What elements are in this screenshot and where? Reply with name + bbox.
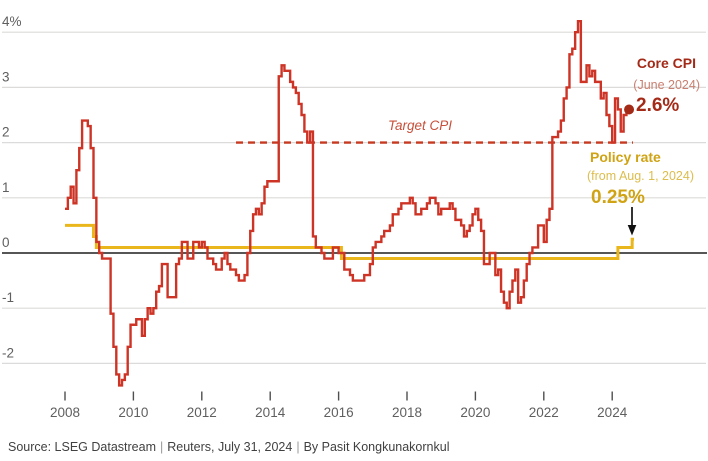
core-cpi-label: Core CPI	[636, 55, 696, 71]
x-axis-label: 2008	[50, 405, 80, 420]
y-axis-label: 2	[2, 125, 10, 140]
x-axis-label: 2012	[187, 405, 217, 420]
x-axis-label: 2022	[529, 405, 559, 420]
core-cpi-line	[65, 19, 629, 387]
y-axis-label: -1	[2, 290, 14, 305]
x-axis-label: 2010	[118, 405, 148, 420]
policy-rate-sublabel: (from Aug. 1, 2024)	[587, 169, 695, 183]
target-cpi-label: Target CPI	[387, 118, 453, 133]
chart-plot-area: 4% 3 2 1 0 -1 -2 2008 2010 2012 2014 2016 2018 2020 20…	[2, 14, 707, 420]
source-text: Source: LSEG Datastream	[8, 440, 156, 454]
y-axis-label: 4%	[2, 14, 22, 29]
policy-arrowhead-icon	[627, 225, 637, 236]
core-cpi-value: 2.6%	[636, 95, 680, 116]
policy-rate-label: Policy rate	[590, 149, 661, 165]
y-axis-label: 1	[2, 180, 10, 195]
x-axis-label: 2020	[460, 405, 490, 420]
source-line: Source: LSEG Datastream | Reuters, July 31…	[8, 440, 449, 454]
x-axis-label: 2014	[255, 405, 286, 420]
y-axis-label: 3	[2, 69, 10, 84]
credit-text: Reuters, July 31, 2024	[167, 440, 293, 454]
byline-text: By Pasit Kongkunakornkul	[303, 440, 450, 454]
x-axis-label: 2024	[597, 405, 628, 420]
y-axis-label: -2	[2, 345, 14, 360]
x-axis-label: 2016	[324, 405, 354, 420]
separator-bar: |	[159, 440, 164, 454]
y-axis-label: 0	[2, 235, 10, 250]
separator-bar: |	[296, 440, 300, 454]
core-cpi-sublabel: (June 2024)	[633, 78, 700, 92]
last-value-dot	[624, 104, 635, 115]
policy-rate-value: 0.25%	[591, 187, 645, 208]
x-axis-label: 2018	[392, 405, 422, 420]
